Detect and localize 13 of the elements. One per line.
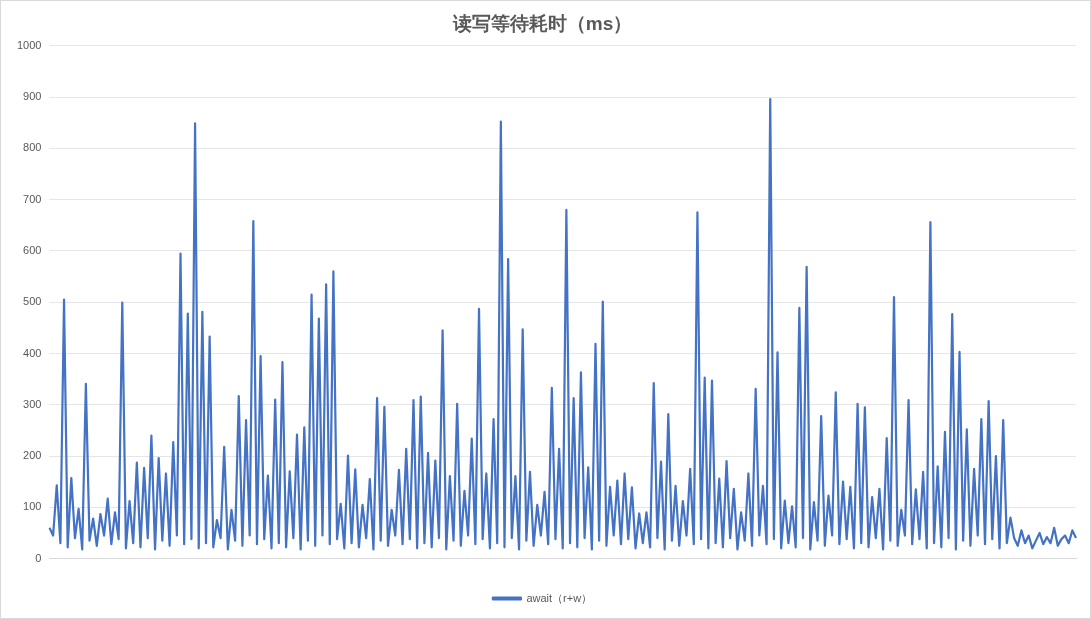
y-tick-label: 500 (23, 295, 42, 308)
y-tick-label: 100 (23, 500, 42, 513)
y-tick-label: 800 (23, 141, 42, 154)
y-tick-label: 600 (23, 243, 42, 256)
y-tick-label: 900 (23, 90, 42, 103)
chart-title: 读写等待耗时（ms） (451, 12, 633, 34)
legend-label: await（r+w） (526, 591, 593, 604)
y-tick-label: 700 (23, 192, 42, 205)
y-tick-label: 1000 (16, 38, 42, 51)
y-tick-label: 400 (23, 346, 42, 359)
y-tick-label: 300 (23, 397, 42, 410)
y-tick-label: 200 (23, 449, 42, 462)
y-tick-label: 0 (35, 551, 42, 564)
